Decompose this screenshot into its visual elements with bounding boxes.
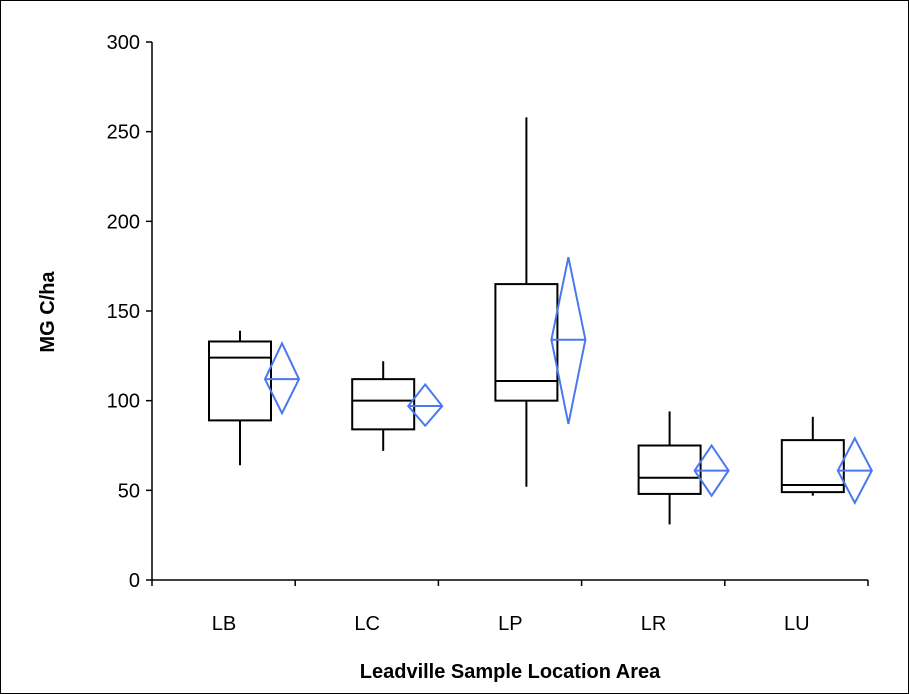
- x-axis: LB LC LP LR LU: [151, 579, 869, 635]
- x-tick-label: LR: [641, 613, 667, 635]
- mean-diamond-LB: [263, 340, 301, 416]
- iqr-box: [208, 340, 272, 422]
- y-tick-label: 0: [129, 570, 140, 592]
- iqr-box: [351, 378, 416, 431]
- x-tick-label: LC: [354, 613, 380, 635]
- x-tick-label: LP: [498, 613, 522, 635]
- y-axis: 0 50 100 150 200 250 300: [107, 32, 153, 592]
- y-tick-label: 250: [107, 122, 140, 144]
- mean-diamond-LC: [406, 382, 444, 428]
- y-tick-label: 50: [118, 480, 140, 502]
- confidence-diamond: [550, 256, 587, 425]
- confidence-diamond: [263, 340, 301, 416]
- box-LB: [208, 330, 272, 466]
- mean-diamond-LR: [693, 443, 730, 498]
- y-tick-label: 100: [107, 391, 140, 413]
- x-axis-title: Leadville Sample Location Area: [360, 661, 661, 683]
- box-LR: [637, 411, 702, 525]
- y-tick-label: 300: [107, 32, 140, 54]
- iqr-box: [494, 283, 559, 402]
- mean-diamonds-layer: [263, 256, 873, 506]
- mean-diamond-LU: [836, 436, 873, 506]
- x-tick-label: LU: [784, 613, 810, 635]
- boxes-layer: [208, 117, 845, 525]
- iqr-box: [780, 439, 845, 494]
- confidence-diamond: [693, 443, 730, 498]
- y-tick-label: 200: [107, 211, 140, 233]
- box-LU: [780, 416, 845, 496]
- y-axis-title: MG C/ha: [37, 271, 59, 353]
- mean-diamond-LP: [550, 256, 587, 425]
- x-tick-label: LB: [212, 613, 236, 635]
- box-LP: [494, 117, 559, 487]
- confidence-diamond: [406, 382, 444, 428]
- y-tick-label: 150: [107, 301, 140, 323]
- box-LC: [351, 361, 416, 451]
- iqr-box: [637, 444, 702, 495]
- confidence-diamond: [836, 436, 873, 506]
